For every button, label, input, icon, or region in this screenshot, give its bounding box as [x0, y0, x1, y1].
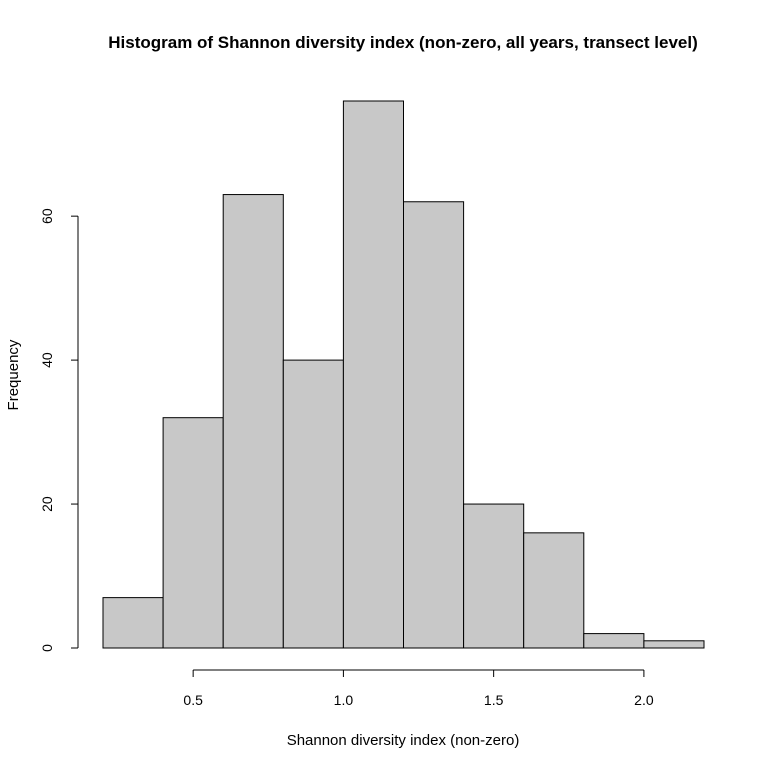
x-tick-label: 1.5 — [484, 692, 504, 708]
histogram-bar-4 — [282, 359, 344, 649]
y-axis: 0 20 40 60 — [39, 208, 79, 652]
histogram-bar-6 — [403, 201, 465, 649]
histogram-bar-7 — [463, 503, 525, 649]
histogram-bar-5 — [342, 100, 404, 649]
y-axis-label: Frequency — [5, 339, 22, 410]
y-tick-label: 0 — [39, 644, 55, 652]
x-tick-label: 2.0 — [634, 692, 654, 708]
y-tick-label: 40 — [39, 352, 55, 368]
histogram-bar-10 — [643, 640, 705, 649]
x-axis-label: Shannon diversity index (non-zero) — [287, 732, 520, 749]
y-tick-label: 60 — [39, 208, 55, 224]
histogram-bar-1 — [102, 597, 164, 649]
histogram-bar-9 — [583, 633, 645, 649]
histogram-bar-3 — [222, 194, 284, 649]
x-axis: 0.5 1.0 1.5 2.0 — [183, 669, 654, 708]
histogram-bar-2 — [162, 417, 224, 649]
y-tick-label: 20 — [39, 496, 55, 512]
bars-group — [102, 100, 705, 649]
chart-title: Histogram of Shannon diversity index (no… — [108, 33, 698, 52]
x-tick-label: 0.5 — [183, 692, 203, 708]
x-tick-label: 1.0 — [334, 692, 354, 708]
histogram-bar-8 — [523, 532, 585, 649]
